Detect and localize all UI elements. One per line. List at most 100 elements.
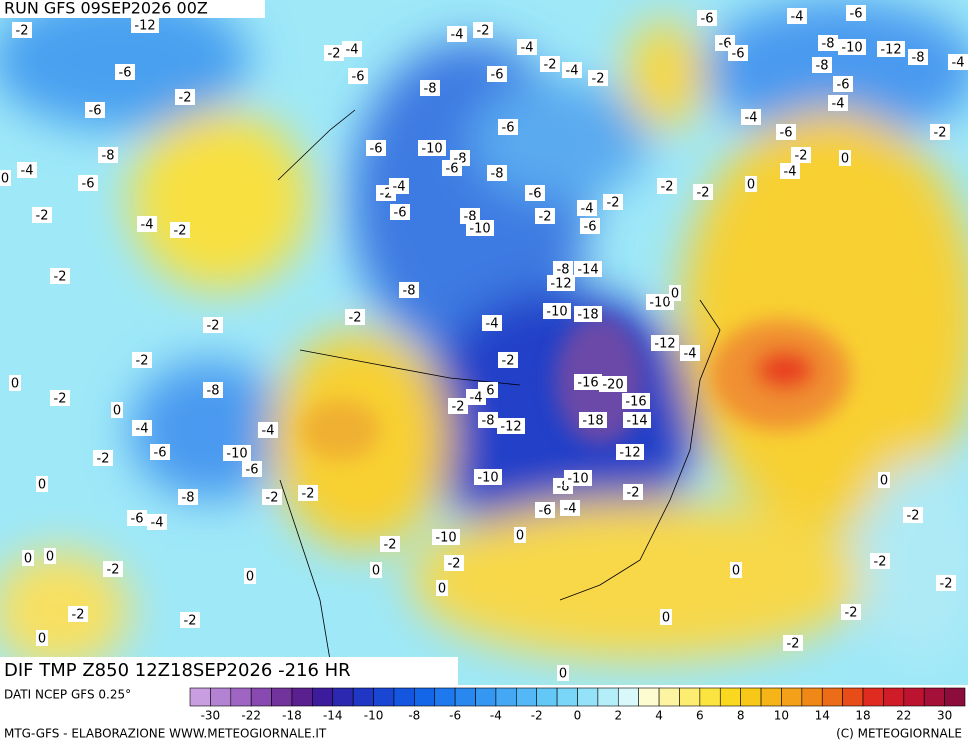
contour-label: -8 [491, 167, 504, 182]
contour-label: -2 [502, 354, 515, 369]
contour-label: -4 [151, 516, 164, 531]
label-box [478, 412, 498, 428]
colorbar-swatch [842, 687, 864, 707]
contour-label: -6 [837, 78, 850, 93]
label-box [324, 45, 344, 61]
colorbar-tick-label: -30 [201, 709, 221, 723]
contour-label: -4 [745, 111, 758, 126]
contour-label: -6 [154, 446, 167, 461]
contour-label: 0 [559, 667, 567, 682]
contour-label: -2 [544, 58, 557, 73]
contour-label: -8 [424, 82, 437, 97]
colorbar-swatch [760, 687, 782, 707]
contour-label: -6 [131, 512, 144, 527]
colorbar-swatch [271, 687, 293, 707]
colorbar-swatch [821, 687, 843, 707]
contour-label: 0 [246, 570, 254, 585]
contour-label: -4 [832, 97, 845, 112]
label-box [44, 548, 56, 564]
label-box [178, 489, 198, 505]
label-box [487, 165, 507, 181]
contour-label: -2 [448, 557, 461, 572]
colorbar-swatch [250, 687, 272, 707]
label-box [812, 57, 832, 73]
label-box [447, 26, 467, 42]
label-box [903, 507, 923, 523]
label-box [370, 562, 382, 578]
label-box [741, 109, 761, 125]
label-box [36, 630, 48, 646]
contour-label: -8 [816, 59, 829, 74]
label-box [828, 95, 848, 111]
contour-label: 0 [1, 172, 9, 187]
colorbar-swatch [699, 687, 721, 707]
contour-label: -4 [451, 28, 464, 43]
label-box [579, 412, 607, 428]
contour-label: -2 [107, 563, 120, 578]
label-box [0, 170, 11, 186]
label-box [50, 268, 70, 284]
contour-label: -4 [784, 165, 797, 180]
colorbar-swatch [801, 687, 823, 707]
label-box [348, 68, 368, 84]
contour-label: -2 [36, 209, 49, 224]
contour-label: -6 [584, 220, 597, 235]
label-box [514, 527, 526, 543]
contour-label: -12 [880, 43, 901, 58]
contour-label: -6 [491, 68, 504, 83]
label-box [132, 352, 152, 368]
contour-label: -2 [384, 538, 397, 553]
colorbar-tick-label: 14 [815, 709, 830, 723]
contour-label: -16 [625, 395, 646, 410]
label-box [242, 461, 262, 477]
label-box [776, 124, 796, 140]
colorbar-swatch [923, 687, 945, 707]
contour-label: -2 [136, 354, 149, 369]
colorbar-swatch [740, 687, 762, 707]
contour-label: -4 [262, 424, 275, 439]
label-box [474, 469, 502, 485]
colorbar-swatch [617, 687, 639, 707]
colorbar-swatch [393, 687, 415, 707]
colorbar-swatch [291, 687, 313, 707]
contour-label: 0 [113, 404, 121, 419]
label-box [833, 76, 853, 92]
colorbar-swatch [414, 687, 436, 707]
label-box [553, 261, 573, 277]
label-box [535, 502, 555, 518]
label-box [908, 49, 928, 65]
colorbar-swatch [454, 687, 476, 707]
label-box [547, 275, 575, 291]
colorbar-swatch [862, 687, 884, 707]
contour-label: -12 [134, 19, 155, 34]
label-box [839, 150, 851, 166]
colorbar-swatch [495, 687, 517, 707]
label-box [557, 665, 569, 681]
contour-label: -4 [684, 347, 697, 362]
contour-label: -10 [477, 471, 498, 486]
colorbar-tick-label: -8 [408, 709, 420, 723]
label-box [623, 412, 651, 428]
label-box [497, 418, 525, 434]
contour-labels: -2 -12 -6 -2 -6 -8 -6 -4 0 -2 -4 -2 -2 -2 -2 0 -2 0 -8 -4 -6… [0, 5, 968, 682]
contour-label: -6 [352, 70, 365, 85]
contour-label: -2 [661, 180, 674, 195]
contour-label: -2 [179, 91, 192, 106]
label-box [93, 450, 113, 466]
contour-label: -6 [780, 126, 793, 141]
contour-label: -6 [529, 187, 542, 202]
contour-label: -2 [328, 47, 341, 62]
label-box [258, 422, 278, 438]
colorbar-tick-label: -14 [323, 709, 343, 723]
contour-label: -2 [627, 486, 640, 501]
contour-label: -10 [649, 296, 670, 311]
label-box [560, 500, 580, 516]
field-box [0, 657, 458, 685]
colorbar-tick-label: 4 [655, 709, 663, 723]
contour-label: 0 [11, 377, 19, 392]
contour-label: -6 [246, 463, 259, 478]
colorbar-tick-label: -4 [490, 709, 502, 723]
contour-label: -2 [477, 24, 490, 39]
contour-label: -2 [174, 224, 187, 239]
contour-label: -12 [550, 277, 571, 292]
